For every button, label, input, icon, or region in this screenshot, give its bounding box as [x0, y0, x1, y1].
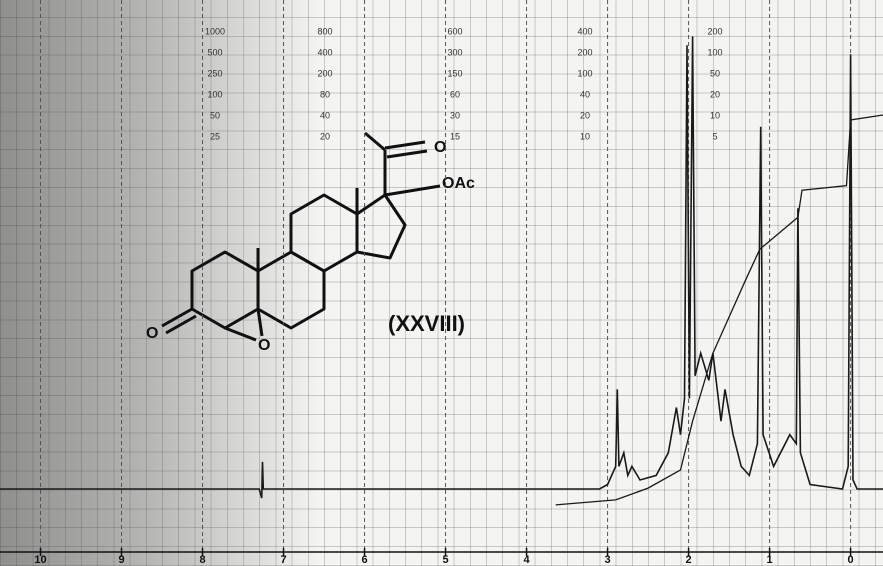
scale-label: 100 [207, 89, 222, 99]
scale-label: 100 [577, 68, 592, 78]
scale-label: 1000 [205, 26, 225, 36]
chart: O OAc O O (XXVIII) 109876543210100050025… [0, 0, 883, 566]
scale-label: 40 [580, 89, 590, 99]
compound-label: (XXVIII) [388, 311, 465, 336]
scale-label: 600 [447, 26, 462, 36]
scale-label: 200 [317, 68, 332, 78]
x-tick-label: 7 [280, 554, 286, 566]
scale-label: 50 [210, 110, 220, 120]
scale-label: 150 [447, 68, 462, 78]
scale-label: 50 [710, 68, 720, 78]
atom-label: OAc [442, 175, 475, 192]
x-tick-label: 6 [361, 554, 367, 566]
bond [166, 316, 196, 333]
integration-curve [556, 115, 883, 505]
structure: O OAc O O (XXVIII) [146, 133, 475, 354]
x-tick-label: 5 [442, 554, 448, 566]
scale-label: 15 [450, 131, 460, 141]
scale-label: 40 [320, 110, 330, 120]
scale-label: 20 [320, 131, 330, 141]
x-tick-label: 9 [118, 554, 124, 566]
scale-label: 10 [580, 131, 590, 141]
scale-label: 100 [707, 47, 722, 57]
scale-label: 25 [210, 131, 220, 141]
ring-a [192, 252, 258, 328]
scale-label: 20 [710, 89, 720, 99]
scale-label: 500 [207, 47, 222, 57]
bond [387, 151, 427, 157]
scale-label: 200 [707, 26, 722, 36]
x-tick-label: 2 [686, 554, 692, 566]
scale-label: 30 [450, 110, 460, 120]
atom-label: O [146, 325, 158, 342]
x-tick-label: 8 [199, 554, 205, 566]
atom-label: O [258, 337, 270, 354]
x-tick-label: 1 [767, 554, 773, 566]
scale-label: 400 [317, 47, 332, 57]
scale-label: 60 [450, 89, 460, 99]
scale-label: 80 [320, 89, 330, 99]
bond [162, 309, 192, 326]
x-tick-label: 10 [34, 554, 46, 566]
scale-label: 800 [317, 26, 332, 36]
x-tick-label: 0 [848, 554, 854, 566]
x-tick-label: 3 [605, 554, 611, 566]
ring-b [258, 252, 324, 328]
bond [385, 142, 425, 148]
scale-label: 300 [447, 47, 462, 57]
scale-label: 10 [710, 110, 720, 120]
bond [385, 186, 440, 195]
scale-label: 20 [580, 110, 590, 120]
scale-label: 5 [712, 131, 717, 141]
scale-label: 250 [207, 68, 222, 78]
bond [258, 309, 262, 336]
bond [365, 133, 385, 150]
x-tick-label: 4 [523, 554, 530, 566]
spectrum-line [0, 36, 883, 498]
atom-label: O [434, 139, 446, 156]
ring-c [291, 195, 357, 271]
scale-label: 400 [577, 26, 592, 36]
scale-label: 200 [577, 47, 592, 57]
spectrum-sheet: O OAc O O (XXVIII) 109876543210100050025… [0, 0, 883, 566]
bond [225, 328, 256, 340]
